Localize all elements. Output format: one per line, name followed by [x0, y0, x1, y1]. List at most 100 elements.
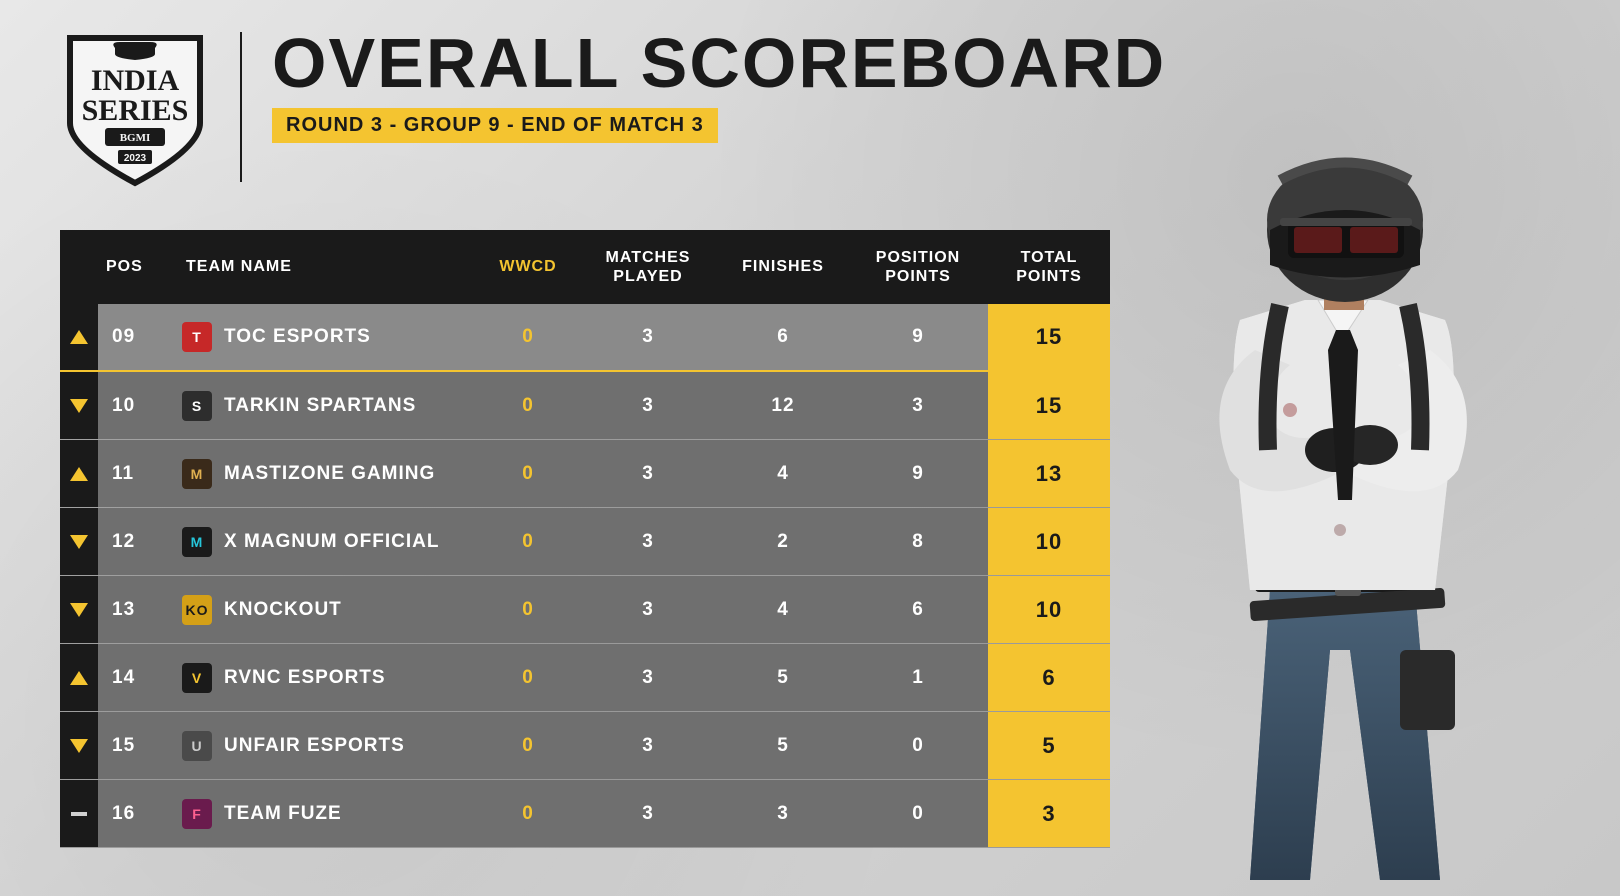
pos-cell: 10: [98, 372, 178, 439]
team-cell: V RVNC ESPORTS: [178, 644, 478, 711]
pos-cell: 15: [98, 712, 178, 779]
table-row: 12MX MAGNUM OFFICIAL032810: [60, 508, 1110, 576]
table-row: 10STARKIN SPARTANS0312315: [60, 372, 1110, 440]
team-cell: M X MAGNUM OFFICIAL: [178, 508, 478, 575]
wwcd-cell: 0: [478, 304, 578, 370]
table-row: 16FTEAM FUZE03303: [60, 780, 1110, 848]
col-finishes: FINISHES: [718, 230, 848, 304]
table-row: 13KOKNOCKOUT034610: [60, 576, 1110, 644]
trend-cell: [60, 712, 98, 779]
round-badge: ROUND 3 - GROUP 9 - END OF MATCH 3: [272, 108, 718, 143]
trend-cell: [60, 576, 98, 643]
wwcd-cell: 0: [478, 372, 578, 439]
finishes-cell: 6: [718, 304, 848, 370]
team-name: X MAGNUM OFFICIAL: [224, 531, 439, 553]
trend-cell: [60, 304, 98, 370]
team-name: KNOCKOUT: [224, 599, 342, 621]
team-cell: UUNFAIR ESPORTS: [178, 712, 478, 779]
matches-cell: 3: [578, 304, 718, 370]
trend-down-icon: [70, 535, 88, 549]
trend-cell: [60, 508, 98, 575]
position-pts-cell: 1: [848, 644, 988, 711]
team-cell: F TEAM FUZE: [178, 780, 478, 847]
position-pts-cell: 0: [848, 780, 988, 847]
team-name: TOC ESPORTS: [224, 326, 371, 348]
wwcd-cell: 0: [478, 576, 578, 643]
pos-cell: 16: [98, 780, 178, 847]
header: INDIA SERIES BGMI 2023 OVERALL SCOREBOAR…: [60, 28, 1166, 188]
finishes-cell: 4: [718, 576, 848, 643]
team-cell: TTOC ESPORTS: [178, 304, 478, 370]
character-art: [1080, 90, 1600, 890]
scoreboard-table: POS TEAM NAME WWCD MATCHES PLAYED FINISH…: [60, 230, 1110, 848]
col-position-pts: POSITION POINTS: [848, 230, 988, 304]
position-pts-cell: 3: [848, 372, 988, 439]
matches-cell: 3: [578, 576, 718, 643]
trend-cell: [60, 644, 98, 711]
page-title: OVERALL SCOREBOARD: [272, 28, 1166, 98]
finishes-cell: 5: [718, 712, 848, 779]
team-logo-icon: V: [182, 663, 212, 693]
team-name: TEAM FUZE: [224, 803, 342, 825]
finishes-cell: 5: [718, 644, 848, 711]
team-logo-icon: S: [182, 391, 212, 421]
team-logo-icon: M: [182, 459, 212, 489]
team-name: MASTIZONE GAMING: [224, 463, 435, 485]
team-logo-icon: U: [182, 731, 212, 761]
matches-cell: 3: [578, 780, 718, 847]
table-body: 09TTOC ESPORTS03691510STARKIN SPARTANS03…: [60, 304, 1110, 848]
matches-cell: 3: [578, 440, 718, 507]
shield-icon: INDIA SERIES BGMI 2023: [60, 28, 210, 188]
col-arrow: [60, 230, 98, 304]
col-team: TEAM NAME: [178, 230, 478, 304]
trend-up-icon: [70, 671, 88, 685]
trend-down-icon: [70, 739, 88, 753]
matches-cell: 3: [578, 508, 718, 575]
trend-same-icon: [71, 812, 87, 816]
team-cell: S TARKIN SPARTANS: [178, 372, 478, 439]
matches-cell: 3: [578, 372, 718, 439]
matches-cell: 3: [578, 644, 718, 711]
table-row: 11MMASTIZONE GAMING034913: [60, 440, 1110, 508]
tournament-logo: INDIA SERIES BGMI 2023: [60, 28, 210, 188]
team-logo-icon: KO: [182, 595, 212, 625]
team-name: RVNC ESPORTS: [224, 667, 386, 689]
position-pts-cell: 9: [848, 304, 988, 370]
finishes-cell: 3: [718, 780, 848, 847]
wwcd-cell: 0: [478, 508, 578, 575]
wwcd-cell: 0: [478, 644, 578, 711]
position-pts-cell: 8: [848, 508, 988, 575]
trend-up-icon: [70, 330, 88, 344]
finishes-cell: 4: [718, 440, 848, 507]
team-name: TARKIN SPARTANS: [224, 395, 416, 417]
trend-down-icon: [70, 603, 88, 617]
pos-cell: 11: [98, 440, 178, 507]
wwcd-cell: 0: [478, 780, 578, 847]
table-row: 14VRVNC ESPORTS03516: [60, 644, 1110, 712]
pos-cell: 09: [98, 304, 178, 370]
col-matches: MATCHES PLAYED: [578, 230, 718, 304]
logo-line1: INDIA: [91, 64, 180, 97]
header-divider: [240, 32, 242, 182]
title-block: OVERALL SCOREBOARD ROUND 3 - GROUP 9 - E…: [272, 28, 1166, 143]
position-pts-cell: 6: [848, 576, 988, 643]
team-logo-icon: F: [182, 799, 212, 829]
position-pts-cell: 9: [848, 440, 988, 507]
wwcd-cell: 0: [478, 440, 578, 507]
col-wwcd: WWCD: [478, 230, 578, 304]
trend-up-icon: [70, 467, 88, 481]
table-header-row: POS TEAM NAME WWCD MATCHES PLAYED FINISH…: [60, 230, 1110, 304]
logo-sub: BGMI: [120, 132, 151, 144]
finishes-cell: 12: [718, 372, 848, 439]
table-row: 09TTOC ESPORTS036915: [60, 304, 1110, 372]
logo-year: 2023: [124, 153, 147, 164]
team-logo-icon: M: [182, 527, 212, 557]
logo-line2: SERIES: [82, 94, 189, 127]
trend-cell: [60, 440, 98, 507]
team-cell: KO KNOCKOUT: [178, 576, 478, 643]
trend-cell: [60, 372, 98, 439]
trend-down-icon: [70, 399, 88, 413]
pos-cell: 13: [98, 576, 178, 643]
table-row: 15UUNFAIR ESPORTS03505: [60, 712, 1110, 780]
trend-cell: [60, 780, 98, 847]
